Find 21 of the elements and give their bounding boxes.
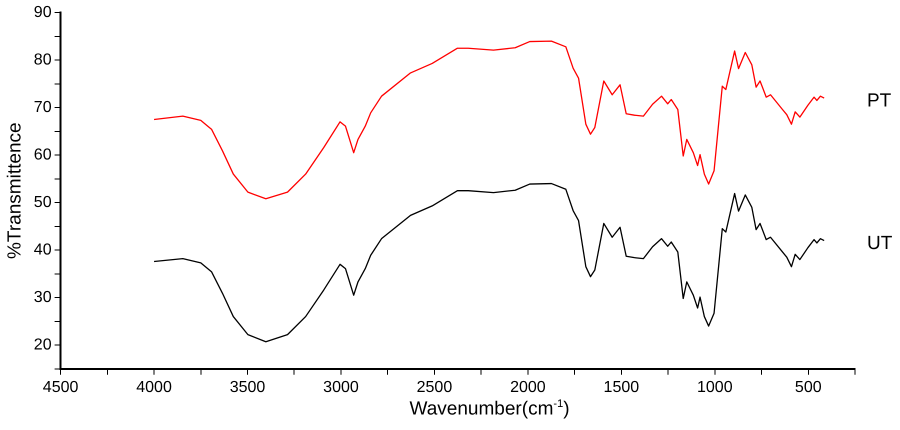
x-tick-label: 2500 [416,378,452,396]
y-tick-label: 80 [34,52,52,68]
x-axis-title: Wavenumber(cm$^{-1}$) [408,398,571,420]
x-tick-label: 1000 [697,378,733,396]
x-tick-label: 4000 [136,378,172,396]
y-axis-title: %Transmittence [4,122,26,259]
y-tick-label: 70 [34,98,52,116]
x-tick-label: 3000 [323,378,359,396]
x-tick-label: 3500 [230,378,266,396]
x-tick-label: 2000 [510,378,546,396]
y-tick-label: 40 [34,241,52,258]
y-tick-label: 90 [34,4,52,22]
text: PT [867,90,892,112]
y-tick-label: 30 [34,288,52,306]
y-tick-label: 60 [34,146,52,164]
text: UT [867,232,893,254]
x-tick-label: 4500 [42,378,78,396]
x-tick-label: 500 [794,378,822,396]
x-tick-label: 1500 [604,378,640,396]
y-tick-label: 50 [34,194,52,211]
y-tick-label: 20 [34,336,52,354]
